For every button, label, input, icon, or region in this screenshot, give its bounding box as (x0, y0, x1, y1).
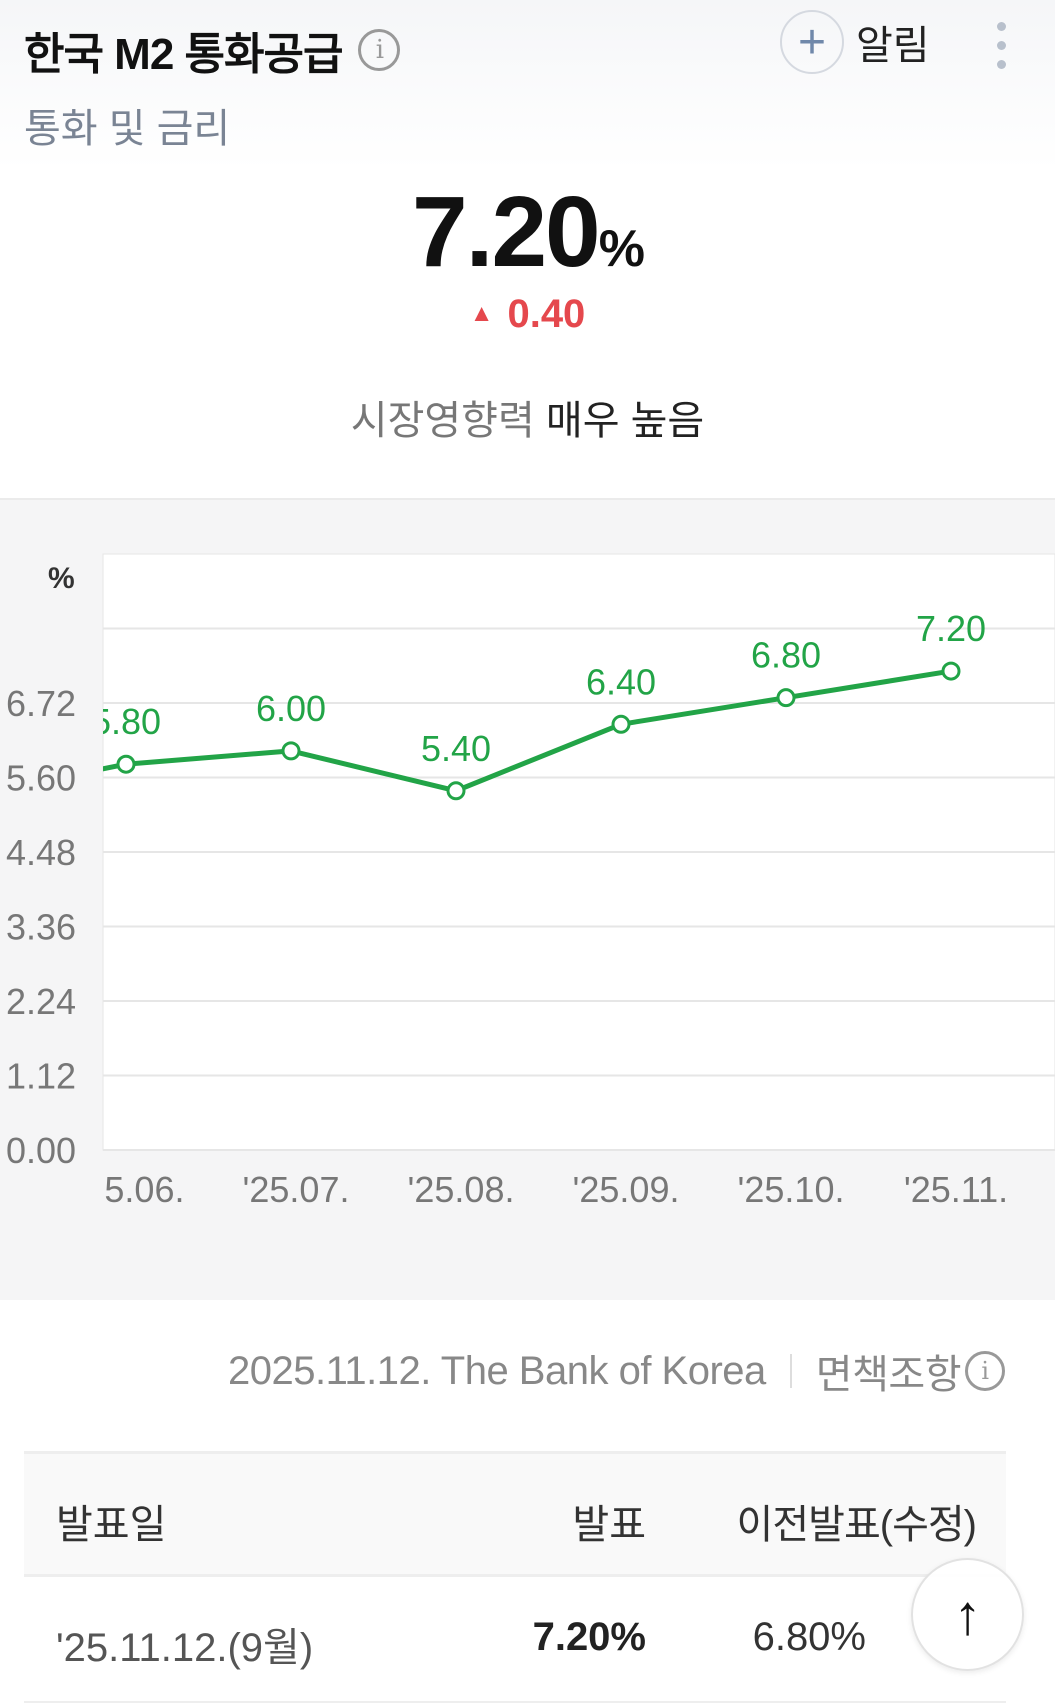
x-tick-label: '25.09. (573, 1169, 680, 1210)
arrow-up-icon: ↑ (953, 1583, 982, 1646)
impact-label: 시장영향력 (350, 399, 535, 443)
alert-button[interactable]: + 알림 (780, 10, 930, 74)
y-tick-label: 1.12 (6, 1056, 76, 1097)
y-axis-unit: % (48, 562, 75, 595)
header-actual: 발표 (572, 1503, 646, 1547)
header-release-date: 발표일 (56, 1503, 167, 1547)
source-line: 2025.11.12. The Bank of Korea 면책조항 i (228, 1342, 1005, 1400)
data-point (776, 688, 796, 708)
y-tick-label: 6.72 (6, 683, 76, 724)
info-icon[interactable]: i (965, 1351, 1005, 1391)
header-section: 한국 M2 통화공급 i 통화 및 금리 + 알림 7.20% ▲ 0.40 시장… (0, 0, 1055, 498)
change-number: 0.40 (507, 292, 586, 336)
y-tick-label: 4.48 (6, 832, 76, 873)
data-label: 7.20 (916, 608, 986, 649)
y-tick-label: 3.36 (6, 907, 76, 948)
data-point (941, 661, 961, 681)
value-number: 7.20 (412, 176, 601, 288)
divider (789, 1354, 792, 1388)
line-chart[interactable]: 0.00 1.12 2.24 3.36 4.48 5.60 6.72% 5.80 '25.06.… (0, 500, 1055, 1302)
data-label: 5.40 (421, 728, 491, 769)
y-tick-label: 2.24 (6, 981, 76, 1022)
source-text: 2025.11.12. The Bank of Korea (228, 1348, 766, 1393)
chart-section[interactable]: 0.00 1.12 2.24 3.36 4.48 5.60 6.72% 5.80 '25.06.… (0, 498, 1055, 1300)
x-tick-label: '25.11. (904, 1169, 1008, 1210)
data-point (611, 714, 631, 734)
table-row: '25.11.12.(9월) 7.20% 6.80% (24, 1577, 1006, 1703)
page-title: 한국 M2 통화공급 i (24, 18, 401, 82)
cell-actual: 7.20% (532, 1615, 646, 1659)
data-point (281, 741, 301, 761)
disclaimer-link[interactable]: 면책조항 (815, 1353, 962, 1397)
more-vertical-icon[interactable] (994, 22, 1008, 69)
data-label: 5.80 (91, 701, 161, 742)
data-point (446, 781, 466, 801)
category-link[interactable]: 통화 및 금리 (24, 107, 231, 151)
value-unit: % (598, 220, 645, 278)
alert-label: 알림 (856, 24, 930, 68)
y-tick-label: 0.00 (6, 1130, 76, 1171)
y-tick-label: 5.60 (6, 758, 76, 799)
release-table: 발표일 발표 이전발표(수정) '25.11.12.(9월) 7.20% 6.8… (24, 1451, 1006, 1703)
x-tick-label: '25.08. (408, 1169, 515, 1210)
data-label: 6.80 (751, 635, 821, 676)
triangle-up-icon: ▲ (469, 300, 494, 327)
impact-value: 매우 높음 (545, 399, 705, 443)
market-impact: 시장영향력 매우 높음 (0, 388, 1055, 446)
header-previous: 이전발표(수정) (736, 1503, 977, 1547)
cell-previous: 6.80% (752, 1615, 866, 1659)
cell-date: '25.11.12.(9월) (56, 1626, 314, 1670)
current-value: 7.20% (0, 175, 1055, 290)
info-icon[interactable]: i (358, 29, 401, 71)
plus-icon: + (780, 10, 844, 74)
change-value: ▲ 0.40 (0, 292, 1055, 337)
data-label: 6.40 (586, 661, 656, 702)
table-header: 발표일 발표 이전발표(수정) (24, 1451, 1006, 1577)
x-tick-label: '25.07. (243, 1169, 350, 1210)
data-point (116, 754, 136, 774)
x-tick-label: '25.06. (78, 1169, 185, 1210)
x-tick-label: '25.10. (738, 1169, 845, 1210)
scroll-top-button[interactable]: ↑ (911, 1558, 1024, 1671)
title-text: 한국 M2 통화공급 (24, 30, 343, 79)
data-label: 6.00 (256, 688, 326, 729)
